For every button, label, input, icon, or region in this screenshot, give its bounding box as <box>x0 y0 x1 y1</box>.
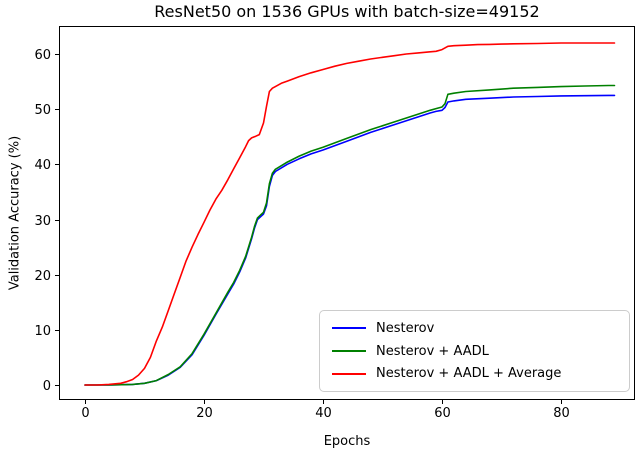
y-tick-label: 30 <box>34 214 51 229</box>
series-line-nesterov-aadl <box>84 84 616 386</box>
y-tick-label: 20 <box>34 269 51 284</box>
legend-item-nesterov: Nesterov <box>332 317 619 340</box>
x-tick-label: 60 <box>434 406 451 421</box>
y-tick-label: 50 <box>34 103 51 118</box>
axes-frame <box>59 26 635 400</box>
x-tick-label: 80 <box>553 406 570 421</box>
legend-line-swatch-red <box>332 372 366 375</box>
legend-label: Nesterov + AADL + Average <box>376 366 562 382</box>
x-axis-label: Epochs <box>323 434 371 449</box>
x-tick-label: 20 <box>196 406 213 421</box>
legend-line-swatch-green <box>332 350 366 352</box>
y-tick-label: 60 <box>34 48 51 63</box>
x-tick-label: 0 <box>81 406 89 421</box>
x-tick-label: 40 <box>315 406 332 421</box>
chart-title: ResNet50 on 1536 GPUs with batch-size=49… <box>154 2 540 21</box>
legend: Nesterov Nesterov + AADL Nesterov + AADL… <box>319 310 630 392</box>
legend-line-swatch-blue <box>332 327 366 330</box>
y-tick-label: 0 <box>43 379 51 394</box>
legend-label: Nesterov + AADL <box>376 343 489 359</box>
legend-item-nesterov-aadl: Nesterov + AADL <box>332 340 619 363</box>
legend-label: Nesterov <box>376 320 435 336</box>
y-axis-label: Validation Accuracy (%) <box>7 135 23 291</box>
y-tick-label: 40 <box>34 158 51 173</box>
series-line-nesterov-aadl-average <box>84 42 616 386</box>
legend-item-nesterov-aadl-average: Nesterov + AADL + Average <box>332 362 619 385</box>
y-tick-label: 10 <box>34 324 51 339</box>
